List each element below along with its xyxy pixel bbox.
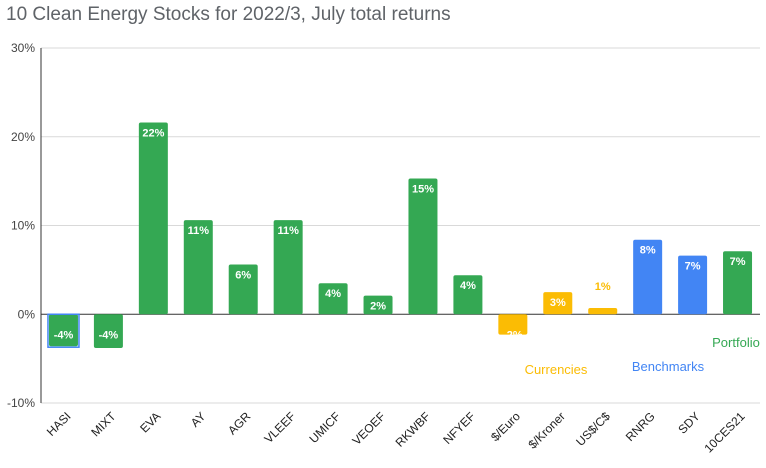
bar-umicf[interactable] [318,283,348,315]
x-tick-label: SDY [675,409,702,436]
bar-euro[interactable] [498,314,528,335]
data-label: 1% [595,281,611,293]
x-tick-label: VEOEF [349,409,388,448]
chart-title: 10 Clean Energy Stocks for 2022/3, July … [6,4,451,25]
x-tick-label: UMICF [306,409,343,446]
data-label: 4% [325,288,341,300]
bar-agr[interactable] [228,264,258,315]
x-tick-label: HASI [44,409,74,439]
bar-veoef[interactable] [363,295,393,315]
data-label: 6% [235,270,251,282]
bar-rkwbf[interactable] [408,178,438,315]
data-label: 8% [640,245,656,257]
bar-nfyef[interactable] [453,275,483,315]
bar-mixt[interactable] [93,314,123,348]
x-tick-label: $/Euro [488,409,523,444]
data-label: 11% [277,225,299,237]
bar-rnrg[interactable] [633,239,663,315]
bar-hasi[interactable] [48,314,78,347]
bar-10ces21[interactable] [723,251,753,315]
bar-sdy[interactable] [678,255,708,315]
data-label: 7% [730,256,746,268]
x-tick-label: AGR [225,409,254,438]
y-tick-label: 20% [11,130,35,144]
x-tick-label: MIXT [88,409,119,440]
data-label: 3% [550,297,566,309]
x-tick-label: EVA [137,409,163,435]
y-tick-label: 10% [11,219,35,233]
x-tick-label: AY [188,409,209,430]
x-tick-label: RNRG [623,409,658,444]
y-tick-label: 0% [18,307,36,321]
data-label: 15% [412,183,434,195]
annotation-portfolio: Portfolio [712,335,760,350]
data-label: -2% [503,329,523,341]
data-label: 22% [142,128,164,140]
bar-selection-outline [47,313,80,348]
annotation-benchmarks: Benchmarks [632,359,705,374]
bar-ay[interactable] [183,220,213,315]
x-tick-label: US$/C$ [573,409,613,449]
bar-kroner[interactable] [543,292,573,315]
data-label: 2% [370,301,386,313]
x-tick-label: VLEEF [261,409,298,446]
bar-vleef[interactable] [273,220,303,315]
data-label: 4% [460,280,476,292]
x-tick-label: $/Kroner [525,409,567,451]
x-tick-label: NFYEF [440,409,478,447]
bar-usc[interactable] [588,308,618,315]
x-tick-label: RKWBF [393,409,434,450]
x-tick-label: 10CES21 [701,409,747,455]
data-label: 7% [685,261,701,273]
y-tick-label: -10% [7,396,35,410]
data-label: -4% [54,329,74,341]
data-label: 11% [188,225,210,237]
data-label: -4% [99,329,119,341]
annotation-currencies: Currencies [525,362,588,377]
y-tick-label: 30% [11,41,35,55]
bar-eva[interactable] [138,122,168,315]
